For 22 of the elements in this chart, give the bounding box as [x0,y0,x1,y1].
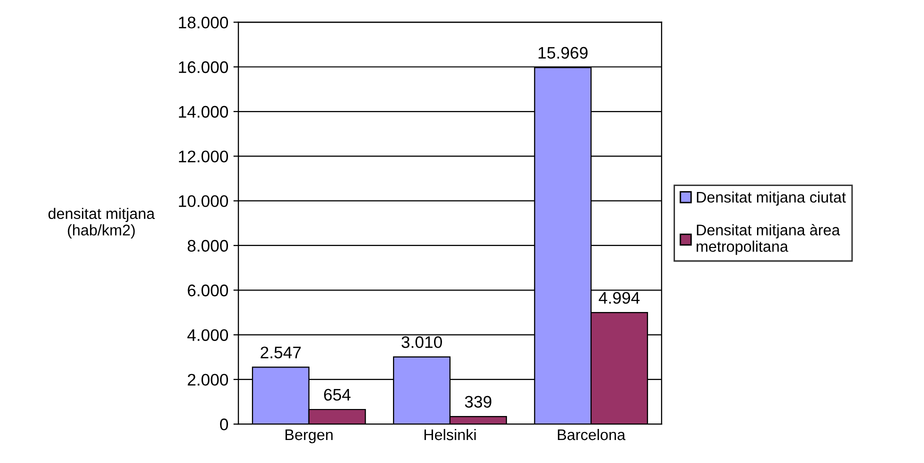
data-label: 4.994 [598,292,640,304]
y-tick-label: 18.000 [178,16,228,28]
data-label: 15.969 [538,46,588,59]
data-label: 2.547 [260,346,301,358]
x-tick-label: Bergen [286,430,333,444]
data-label: 654 [324,388,351,401]
y-tick-label: 12.000 [178,150,228,162]
y-tick-label: 6.000 [188,284,228,296]
y-tick-label: 14.000 [178,106,228,118]
y-axis-title: densitat mitjana (hab/km2) [48,208,155,239]
y-tick-label: 10.000 [178,195,228,208]
legend-label: Densitat mitjana àrea metropolitana [696,224,840,255]
y-tick-label: 4.000 [187,329,228,342]
data-label: 339 [464,396,492,408]
x-tick-label: Helsinki [424,428,476,440]
x-tick-label: Barcelona [558,428,626,440]
y-tick-label: 2.000 [188,374,228,386]
y-tick-label: 16.000 [178,61,228,74]
data-label: 3.010 [402,336,442,348]
y-tick-label: 8.000 [188,240,228,252]
y-tick-label: 0 [220,418,228,430]
legend-label: Densitat mitjana ciutat [696,191,846,206]
